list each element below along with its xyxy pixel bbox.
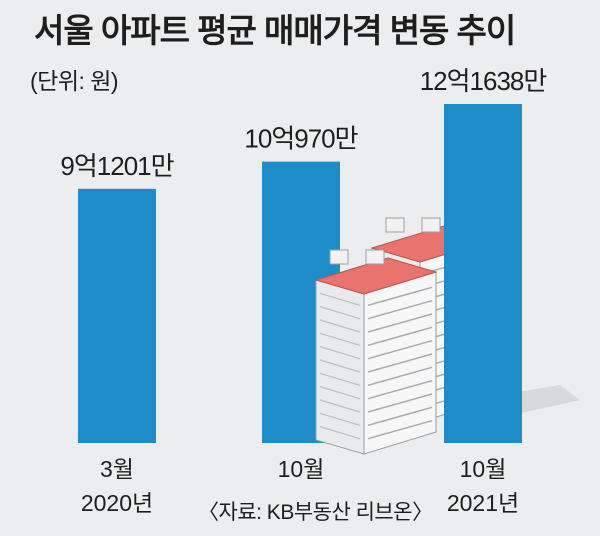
- bar-series: [78, 104, 522, 443]
- x-tick-label-1-0: 10월: [278, 456, 325, 482]
- x-tick-label-2-0: 10월: [460, 456, 507, 482]
- x-tick-label-2-1: 2021년: [447, 490, 519, 516]
- x-axis-labels: 3월 2020년 10월 10월 2021년: [81, 456, 519, 516]
- building-block: [314, 249, 438, 455]
- bar-2: [444, 104, 522, 443]
- source-note: 〈자료: KB부동산 리브온〉: [198, 501, 433, 524]
- x-tick-label-0-0: 3월: [100, 456, 134, 482]
- value-label-0: 9억1201만: [60, 151, 173, 181]
- value-labels: 9억1201만 10억970만 12억1638만: [60, 66, 547, 181]
- value-label-1: 10억970만: [244, 124, 357, 154]
- unit-note: (단위: 원): [30, 68, 119, 94]
- chart-title: 서울 아파트 평균 매매가격 변동 추이: [34, 12, 516, 49]
- value-label-2: 12억1638만: [420, 66, 547, 96]
- x-tick-label-0-1: 2020년: [81, 490, 153, 516]
- bar-0: [78, 188, 156, 443]
